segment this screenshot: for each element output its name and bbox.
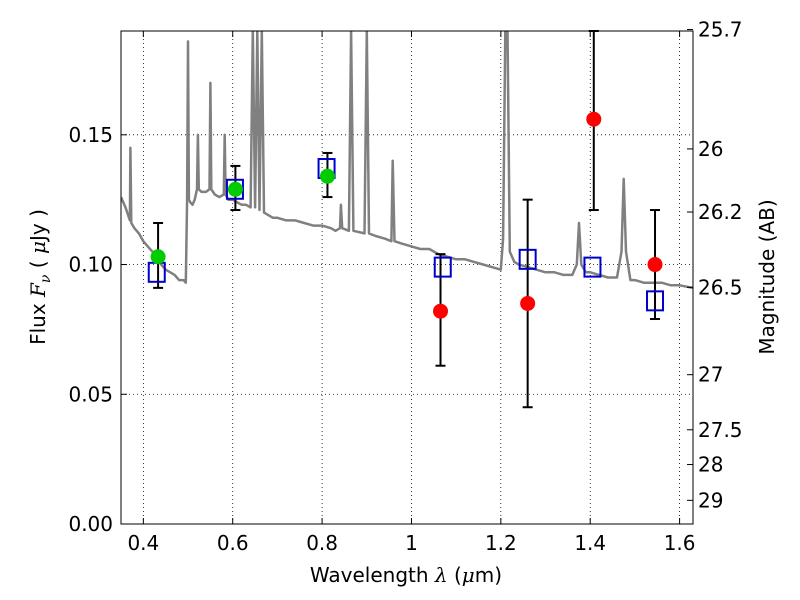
axis-ticks: 0.4 0.6 0.8 1 1.2 1.4 1.6 0.00 0.05 0.10 0.15 25.7 2… <box>68 18 742 555</box>
y2-tick-label: 28 <box>698 453 723 477</box>
model-spectrum-layer <box>121 31 693 290</box>
y2-tick-label: 25.7 <box>698 18 743 42</box>
x-tick-label: 1.4 <box>574 531 606 555</box>
x-axis-label-unit-greek: μ <box>462 563 475 587</box>
y-tick-label: 0.05 <box>68 382 113 406</box>
y-axis-label-unit-open: ( <box>26 260 50 268</box>
square-marker <box>583 256 602 278</box>
x-axis-label-text: Wavelength <box>310 563 429 587</box>
y2-tick-label: 29 <box>698 488 723 512</box>
circle-marker <box>319 168 335 184</box>
x-axis-label-unit-rest: m) <box>475 563 502 587</box>
x-axis-label-symbol: λ <box>434 563 448 587</box>
y-tick-label: 0.00 <box>68 512 113 536</box>
y2-tick-label: 27 <box>698 363 723 387</box>
y-axis-label: Flux Fν ( μJy ) <box>26 209 54 345</box>
model-spectrum-line <box>121 31 693 290</box>
x-axis-label: Wavelength λ (μm) <box>310 563 502 587</box>
y-axis-label-symbol: F <box>26 282 50 298</box>
y2-tick-label: 26 <box>698 137 723 161</box>
y2-tick-label: 26.5 <box>698 275 743 299</box>
x-tick-label: 0.4 <box>127 531 159 555</box>
y-tick-label: 0.10 <box>68 253 113 277</box>
x-tick-label: 1.2 <box>485 531 517 555</box>
square-marker <box>518 248 537 270</box>
y2-tick-label: 26.2 <box>698 200 743 224</box>
square-marker <box>433 256 452 278</box>
circle-marker <box>150 249 166 265</box>
y2-tick-label: 27.5 <box>698 418 743 442</box>
circle-marker <box>647 257 663 273</box>
square-marker <box>646 290 665 312</box>
data-markers <box>147 111 665 319</box>
circle-marker <box>586 111 602 127</box>
x-tick-label: 0.6 <box>217 531 249 555</box>
circle-marker <box>433 303 449 319</box>
plot-frame <box>120 30 694 525</box>
x-tick-label: 1 <box>405 531 418 555</box>
x-tick-label: 0.8 <box>306 531 338 555</box>
x-tick-label: 1.6 <box>664 531 696 555</box>
x-axis-label-unit-open: ( <box>454 563 462 587</box>
y-axis-label-unit-greek: μ <box>26 241 50 254</box>
y-axis-label-sub: ν <box>38 274 54 283</box>
y-axis-label-text: Flux <box>26 303 50 345</box>
y-axis-label-unit-rest: Jy ) <box>26 209 50 243</box>
circle-marker <box>520 295 536 311</box>
square-marker <box>225 178 244 200</box>
circle-marker <box>227 181 243 197</box>
y2-axis-label: Magnitude (AB) <box>755 199 779 354</box>
y-tick-label: 0.15 <box>68 123 113 147</box>
